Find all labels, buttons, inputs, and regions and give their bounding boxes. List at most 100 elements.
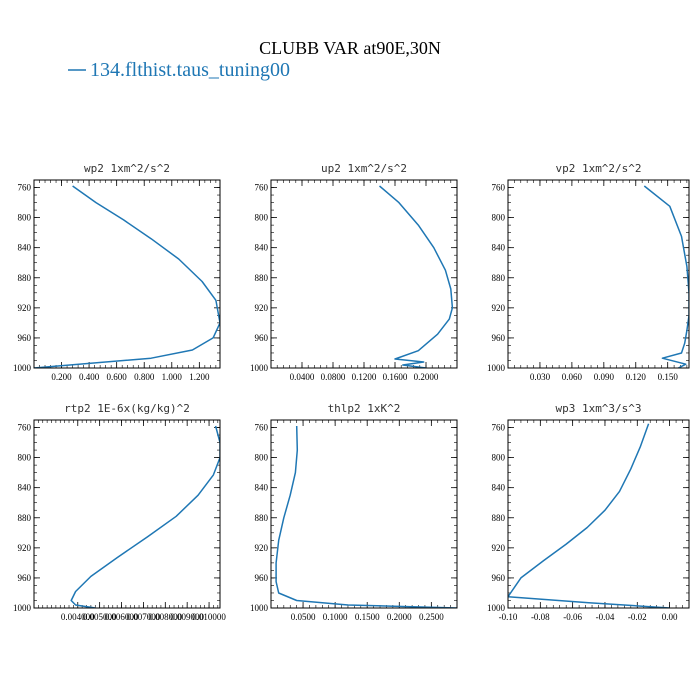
y-tick-label: 840 — [255, 243, 269, 253]
y-tick-label: 840 — [255, 483, 269, 493]
y-tick-label: 800 — [18, 453, 32, 463]
y-tick-label: 920 — [18, 303, 32, 313]
panel-6: wp3 1xm^3/s^3 760 800 840 880 920 960 1000-0.10… — [487, 402, 690, 622]
panel-1: wp2 1xm^2/s^2 760 800 840 880 920 960 1000 0.200… — [13, 162, 221, 382]
y-tick-label: 760 — [18, 183, 32, 193]
x-tick-label: 0.007000 — [127, 612, 161, 622]
plot-frame — [270, 179, 458, 369]
x-tick-label: 0.2500 — [419, 612, 444, 622]
panel-title: up2 1xm^2/s^2 — [321, 162, 407, 175]
y-tick-label: 880 — [255, 513, 269, 523]
panel-5: thlp2 1xK^2 760 800 840 880 920 960 1000 0.0500 0… — [250, 402, 458, 622]
series-line — [70, 425, 220, 608]
y-tick-label: 920 — [255, 543, 269, 553]
y-tick-label: 960 — [255, 573, 269, 583]
x-tick-label: 0.0400 — [290, 372, 315, 382]
y-tick-label: 1000 — [487, 603, 506, 613]
y-tick-label: 960 — [492, 573, 506, 583]
x-tick-label: 0.150 — [658, 372, 679, 382]
y-tick-label: 920 — [492, 303, 506, 313]
x-tick-label: 0.010000 — [192, 612, 226, 622]
x-tick-label: 0.090 — [594, 372, 615, 382]
y-tick-label: 880 — [492, 513, 506, 523]
x-tick-label: 0.2000 — [387, 612, 412, 622]
x-tick-label: 0.1200 — [352, 372, 377, 382]
y-tick-label: 880 — [492, 273, 506, 283]
x-tick-label: 0.030 — [530, 372, 551, 382]
y-tick-label: 1000 — [487, 363, 506, 373]
y-tick-label: 760 — [18, 423, 32, 433]
y-tick-label: 1000 — [13, 603, 32, 613]
y-tick-label: 1000 — [13, 363, 32, 373]
panel-title: rtp2 1E-6x(kg/kg)^2 — [64, 402, 190, 415]
y-tick-label: 760 — [255, 183, 269, 193]
plot-frame — [507, 179, 690, 369]
y-tick-label: 960 — [492, 333, 506, 343]
x-tick-label: 0.004000 — [61, 612, 95, 622]
x-tick-label: 0.009000 — [170, 612, 204, 622]
y-tick-label: 920 — [18, 543, 32, 553]
series-line — [508, 423, 670, 608]
y-tick-label: 840 — [18, 483, 32, 493]
x-tick-label: 0.800 — [134, 372, 155, 382]
y-tick-label: 760 — [492, 183, 506, 193]
y-tick-label: 840 — [492, 243, 506, 253]
y-tick-label: 760 — [492, 423, 506, 433]
x-tick-label: 1.200 — [189, 372, 210, 382]
y-tick-label: 880 — [18, 513, 32, 523]
x-tick-label: 0.006000 — [105, 612, 139, 622]
panel-grid: wp2 1xm^2/s^2 760 800 840 880 920 960 1000 0.200… — [13, 162, 690, 622]
y-tick-label: 800 — [492, 213, 506, 223]
x-tick-label: 0.005000 — [83, 612, 117, 622]
panel-2: up2 1xm^2/s^2 760 800 840 880 920 960 1000 0.040… — [250, 162, 458, 382]
y-tick-label: 960 — [255, 333, 269, 343]
y-tick-label: 920 — [255, 303, 269, 313]
y-tick-label: 800 — [255, 213, 269, 223]
y-tick-label: 880 — [18, 273, 32, 283]
y-tick-label: 880 — [255, 273, 269, 283]
x-tick-label: 0.1000 — [323, 612, 348, 622]
panel-title: wp3 1xm^3/s^3 — [555, 402, 641, 415]
x-tick-label: -0.08 — [531, 612, 550, 622]
x-tick-label: 0.0800 — [321, 372, 346, 382]
panel-4: rtp2 1E-6x(kg/kg)^2 760 800 840 880 920 960 100… — [13, 402, 226, 622]
y-tick-label: 1000 — [250, 603, 269, 613]
y-tick-label: 800 — [255, 453, 269, 463]
x-tick-label: 0.120 — [626, 372, 647, 382]
panel-title: thlp2 1xK^2 — [328, 402, 401, 415]
panel-title: vp2 1xm^2/s^2 — [555, 162, 641, 175]
figure-title: CLUBB VAR at90E,30N — [259, 38, 441, 58]
legend: 134.flthist.taus_tuning00 — [68, 59, 290, 81]
x-tick-label: 0.1500 — [355, 612, 380, 622]
series-line — [34, 185, 220, 368]
y-tick-label: 800 — [18, 213, 32, 223]
series-line — [643, 185, 689, 368]
x-tick-label: -0.06 — [563, 612, 582, 622]
x-tick-label: 0.008000 — [148, 612, 182, 622]
x-tick-label: 0.200 — [51, 372, 72, 382]
plot-frame — [270, 419, 458, 609]
y-tick-label: 840 — [492, 483, 506, 493]
plot-frame — [507, 419, 690, 609]
x-tick-label: 1.000 — [162, 372, 183, 382]
x-tick-label: 0.2000 — [414, 372, 439, 382]
x-tick-label: 0.00 — [662, 612, 678, 622]
x-tick-label: -0.10 — [499, 612, 518, 622]
panel-title: wp2 1xm^2/s^2 — [84, 162, 170, 175]
x-tick-label: 0.0500 — [291, 612, 316, 622]
legend-label: 134.flthist.taus_tuning00 — [90, 59, 290, 81]
plot-frame — [33, 419, 221, 609]
series-line — [379, 185, 454, 368]
x-tick-label: 0.400 — [79, 372, 100, 382]
panel-3: vp2 1xm^2/s^2 760 800 840 880 920 960 1000 0.030… — [487, 162, 690, 382]
x-tick-label: -0.02 — [628, 612, 647, 622]
x-tick-label: 0.600 — [107, 372, 128, 382]
y-tick-label: 840 — [18, 243, 32, 253]
plot-frame — [33, 179, 221, 369]
y-tick-label: 800 — [492, 453, 506, 463]
y-tick-label: 760 — [255, 423, 269, 433]
x-tick-label: 0.1600 — [383, 372, 408, 382]
series-line — [275, 425, 457, 608]
y-tick-label: 1000 — [250, 363, 269, 373]
